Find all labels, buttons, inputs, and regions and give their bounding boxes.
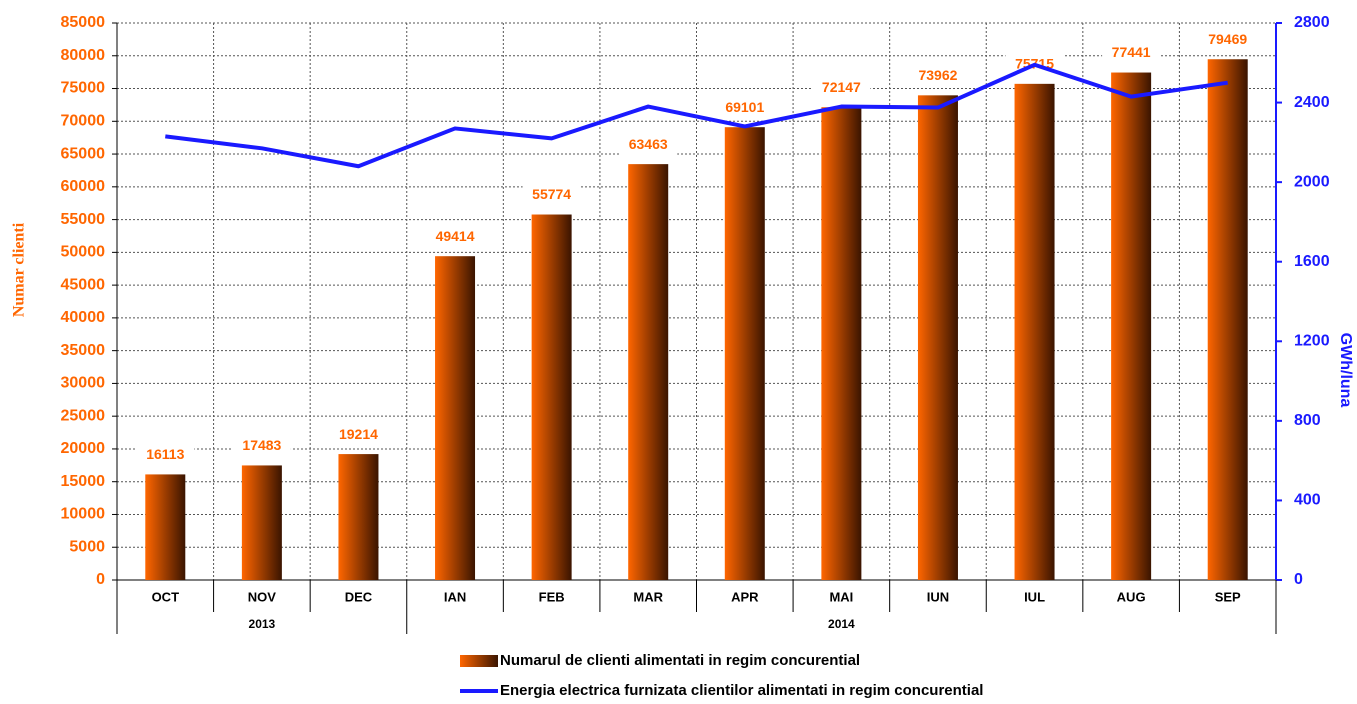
x-tick-label: DEC (345, 589, 373, 604)
x-tick-label: IUN (927, 589, 949, 604)
bar (1111, 72, 1152, 580)
y-tick-label: 30000 (61, 375, 106, 392)
y-tick-label: 15000 (61, 473, 106, 490)
data-label: 19214 (339, 426, 378, 442)
y2-axis-label: GWh/luna (1337, 333, 1354, 408)
y-axis-label: Numar clienti (11, 222, 28, 317)
data-label-bg (426, 227, 485, 248)
x-tick-label: MAI (829, 589, 853, 604)
x-tick-label: AUG (1117, 589, 1146, 604)
bar (435, 256, 476, 580)
y2-tick-label: 400 (1294, 492, 1321, 509)
bar (1207, 59, 1248, 580)
y-tick-label: 60000 (61, 178, 106, 195)
x-tick-label: IAN (444, 589, 466, 604)
data-label-bg (619, 135, 678, 156)
data-label: 73962 (918, 67, 957, 83)
data-label-bg (908, 66, 967, 87)
x-tick-label: OCT (152, 589, 180, 604)
bar (628, 164, 669, 581)
data-label-bg (1198, 30, 1257, 51)
y-tick-label: 75000 (61, 80, 106, 97)
x-tick-label: APR (731, 589, 759, 604)
bar (145, 474, 186, 580)
line (165, 62, 1228, 169)
y-tick-label: 10000 (61, 506, 106, 523)
data-label: 69101 (725, 99, 764, 115)
data-label: 17483 (242, 437, 281, 453)
y2-tick-label: 2000 (1294, 173, 1330, 190)
data-label: 63463 (629, 136, 668, 152)
y-tick-label: 25000 (61, 407, 106, 424)
y-tick-label: 85000 (61, 14, 106, 31)
y-tick-label: 80000 (61, 47, 106, 64)
y-tick-label: 70000 (61, 113, 106, 130)
y2-tick-label: 2400 (1294, 94, 1330, 111)
bar (531, 214, 572, 580)
y-tick-label: 35000 (61, 342, 106, 359)
y2-tick-label: 2800 (1294, 14, 1330, 31)
x-tick-label: FEB (539, 589, 565, 604)
data-label-bg (812, 78, 871, 99)
data-label-bg (522, 185, 581, 206)
data-label: 55774 (532, 186, 571, 202)
y-tick-label: 55000 (61, 211, 106, 228)
legend-label: Energia electrica furnizata clientilor a… (500, 682, 983, 699)
bar (338, 454, 379, 580)
data-label-bg (1102, 43, 1161, 64)
group-label: 2013 (249, 617, 276, 631)
y-tick-label: 5000 (69, 538, 105, 555)
y-tick-label: 40000 (61, 309, 106, 326)
x-tick-label: SEP (1215, 589, 1241, 604)
data-label: 72147 (822, 79, 861, 95)
bar (241, 465, 282, 580)
y2-tick-label: 1200 (1294, 333, 1330, 350)
bar (1014, 83, 1055, 580)
group-label: 2014 (828, 617, 855, 631)
bar (821, 107, 862, 581)
y2-tick-label: 0 (1294, 571, 1303, 588)
data-label: 79469 (1208, 31, 1247, 47)
x-tick-label: MAR (633, 589, 663, 604)
y2-tick-label: 800 (1294, 412, 1321, 429)
data-label-bg (232, 436, 291, 457)
data-label-bg (715, 98, 774, 119)
bar (917, 95, 958, 581)
bar (724, 127, 765, 580)
data-label: 16113 (146, 446, 184, 462)
x-tick-label: IUL (1024, 589, 1045, 604)
legend-swatch (460, 655, 498, 667)
data-label-bg (136, 445, 195, 466)
x-tick-label: NOV (248, 589, 277, 604)
data-label: 77441 (1112, 44, 1151, 60)
data-label: 49414 (436, 228, 475, 244)
data-label-bg (329, 425, 388, 446)
y-tick-label: 50000 (61, 244, 106, 261)
y-tick-label: 20000 (61, 440, 106, 457)
y-tick-label: 45000 (61, 276, 106, 293)
y2-tick-label: 1600 (1294, 253, 1330, 270)
legend-label: Numarul de clienti alimentati in regim c… (500, 652, 860, 669)
y-tick-label: 0 (96, 571, 105, 588)
y-tick-label: 65000 (61, 145, 106, 162)
